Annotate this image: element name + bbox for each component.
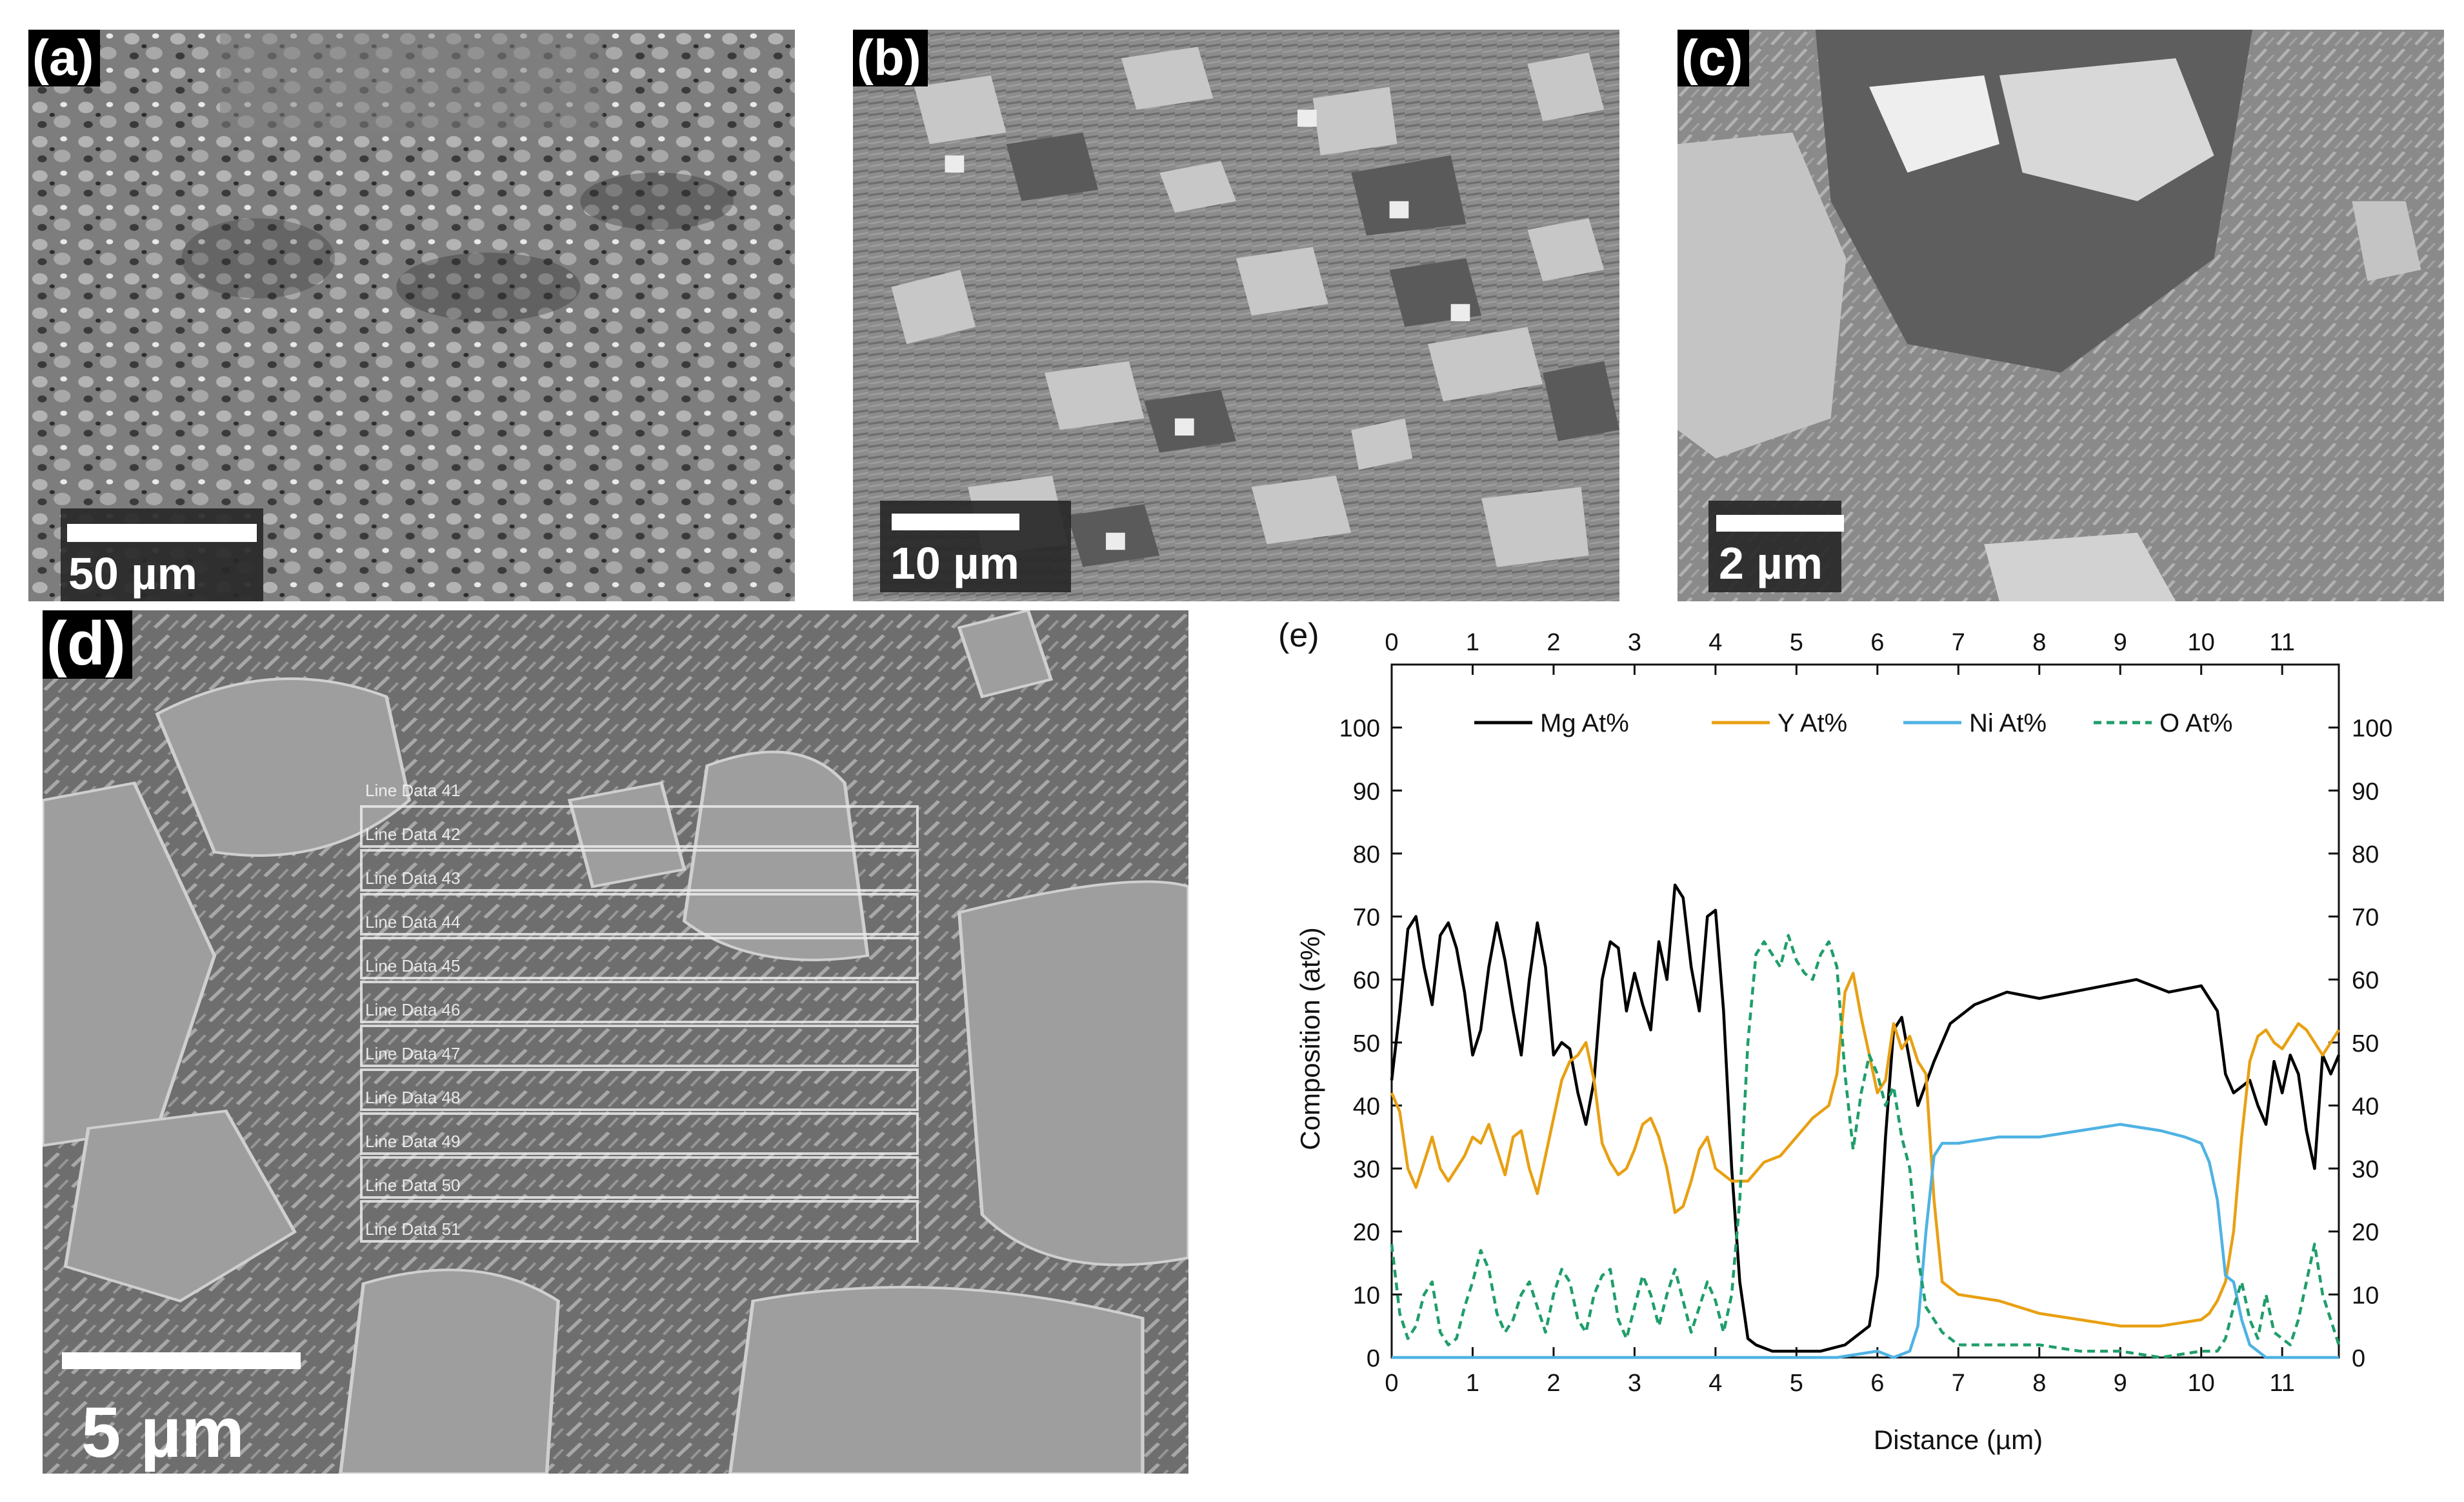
x-tick-label-top: 0 (1385, 629, 1398, 656)
y-tick-label: 100 (1339, 716, 1380, 743)
x-tick-label-top: 6 (1870, 629, 1884, 656)
x-tick-label-top: 8 (2032, 629, 2046, 656)
x-tick-label-top: 4 (1708, 629, 1722, 656)
y-tick-label: 40 (1353, 1093, 1380, 1120)
series-line-y (1392, 973, 2339, 1326)
x-tick-label: 1 (1466, 1370, 1479, 1397)
sem-panel-c: (c) 2 µm (1678, 30, 2444, 601)
x-tick-label: 0 (1385, 1370, 1398, 1397)
plot-frame (1392, 665, 2339, 1357)
x-tick-label-top: 11 (2269, 629, 2294, 656)
line-data-label: Line Data 42 (365, 825, 460, 845)
x-tick-label: 10 (2188, 1370, 2215, 1397)
y-tick-label-right: 70 (2352, 905, 2379, 932)
legend-label-ni: Ni At% (1969, 709, 2047, 737)
x-tick-label: 11 (2269, 1370, 2294, 1397)
x-tick-label-top: 5 (1790, 629, 1803, 656)
line-data-label: Line Data 43 (365, 868, 460, 888)
y-tick-label: 60 (1353, 967, 1380, 994)
line-data-top-label: Line Data 41 (365, 781, 460, 801)
scale-bar-line-d (62, 1352, 301, 1369)
scale-bar-text-c: 2 µm (1719, 541, 1823, 586)
legend-label-y: Y At% (1778, 709, 1847, 737)
legend-label-o: O At% (2159, 709, 2232, 737)
y-tick-label: 50 (1353, 1030, 1380, 1057)
line-data-label: Line Data 48 (365, 1088, 460, 1108)
series-line-o (1392, 936, 2339, 1357)
line-data-label: Line Data 44 (365, 912, 460, 932)
y-tick-label-right: 80 (2352, 841, 2379, 868)
y-tick-label-right: 20 (2352, 1219, 2379, 1247)
x-tick-label: 3 (1628, 1370, 1641, 1397)
x-tick-label-top: 3 (1628, 629, 1641, 656)
panel-label-a: (a) (28, 30, 100, 86)
y-tick-label: 90 (1353, 778, 1380, 805)
x-tick-label: 2 (1547, 1370, 1560, 1397)
scale-bar-line-b (892, 514, 1019, 530)
y-tick-label: 70 (1353, 905, 1380, 932)
x-tick-label-top: 2 (1547, 629, 1560, 656)
scale-bar-line-c (1716, 515, 1844, 532)
scale-bar-c: 2 µm (1708, 501, 1841, 592)
line-data-label: Line Data 50 (365, 1176, 460, 1196)
series-line-mg (1392, 885, 2339, 1352)
x-tick-label: 4 (1708, 1370, 1722, 1397)
series-line-ni (1392, 1125, 2339, 1357)
scale-bar-line-a (67, 524, 257, 542)
sem-panel-b: (b) 10 µm (853, 30, 1619, 601)
x-tick-label-top: 10 (2188, 629, 2215, 656)
line-data-label: Line Data 46 (365, 1000, 460, 1020)
y-tick-label-right: 50 (2352, 1030, 2379, 1057)
panel-label-e: (e) (1278, 617, 1319, 654)
x-tick-label: 6 (1870, 1370, 1884, 1397)
y-tick-label: 0 (1367, 1345, 1380, 1372)
x-axis-label: Distance (µm) (1874, 1425, 2043, 1455)
panel-label-b: (b) (853, 30, 928, 86)
y-axis-label: Composition (at%) (1295, 927, 1325, 1150)
y-tick-label: 10 (1353, 1282, 1380, 1309)
panel-label-c: (c) (1678, 30, 1749, 86)
scale-bar-text-d: 5 µm (81, 1397, 245, 1468)
panel-label-d: (d) (43, 610, 132, 679)
y-tick-label-right: 40 (2352, 1093, 2379, 1120)
line-data-label: Line Data 45 (365, 956, 460, 976)
scale-bar-text-b: 10 µm (890, 541, 1019, 586)
sem-panel-a: (a) 50 µm (28, 30, 795, 601)
scale-bar-text-a: 50 µm (68, 551, 197, 596)
line-data-label: Line Data 49 (365, 1132, 460, 1152)
x-tick-label: 9 (2114, 1370, 2127, 1397)
line-data-label: Line Data 47 (365, 1044, 460, 1064)
x-tick-label-top: 7 (1952, 629, 1965, 656)
sem-panel-d: (d) Line Data 41 Line Data 42 Line Data … (43, 610, 1188, 1474)
y-tick-label-right: 10 (2352, 1282, 2379, 1309)
line-data-label: Line Data 51 (365, 1219, 460, 1239)
x-tick-label-top: 1 (1466, 629, 1479, 656)
y-tick-label-right: 60 (2352, 967, 2379, 994)
y-tick-label: 80 (1353, 841, 1380, 868)
y-tick-label-right: 100 (2352, 716, 2392, 743)
x-tick-label: 7 (1952, 1370, 1965, 1397)
scale-bar-a: 50 µm (61, 508, 263, 601)
scale-bar-b: 10 µm (880, 501, 1071, 592)
y-tick-label-right: 30 (2352, 1156, 2379, 1183)
y-tick-label: 30 (1353, 1156, 1380, 1183)
y-tick-label-right: 90 (2352, 778, 2379, 805)
x-tick-label: 8 (2032, 1370, 2046, 1397)
x-tick-label: 5 (1790, 1370, 1803, 1397)
y-tick-label-right: 0 (2352, 1345, 2365, 1372)
legend-label-mg: Mg At% (1540, 709, 1629, 737)
x-tick-label-top: 9 (2114, 629, 2127, 656)
y-tick-label: 20 (1353, 1219, 1380, 1247)
